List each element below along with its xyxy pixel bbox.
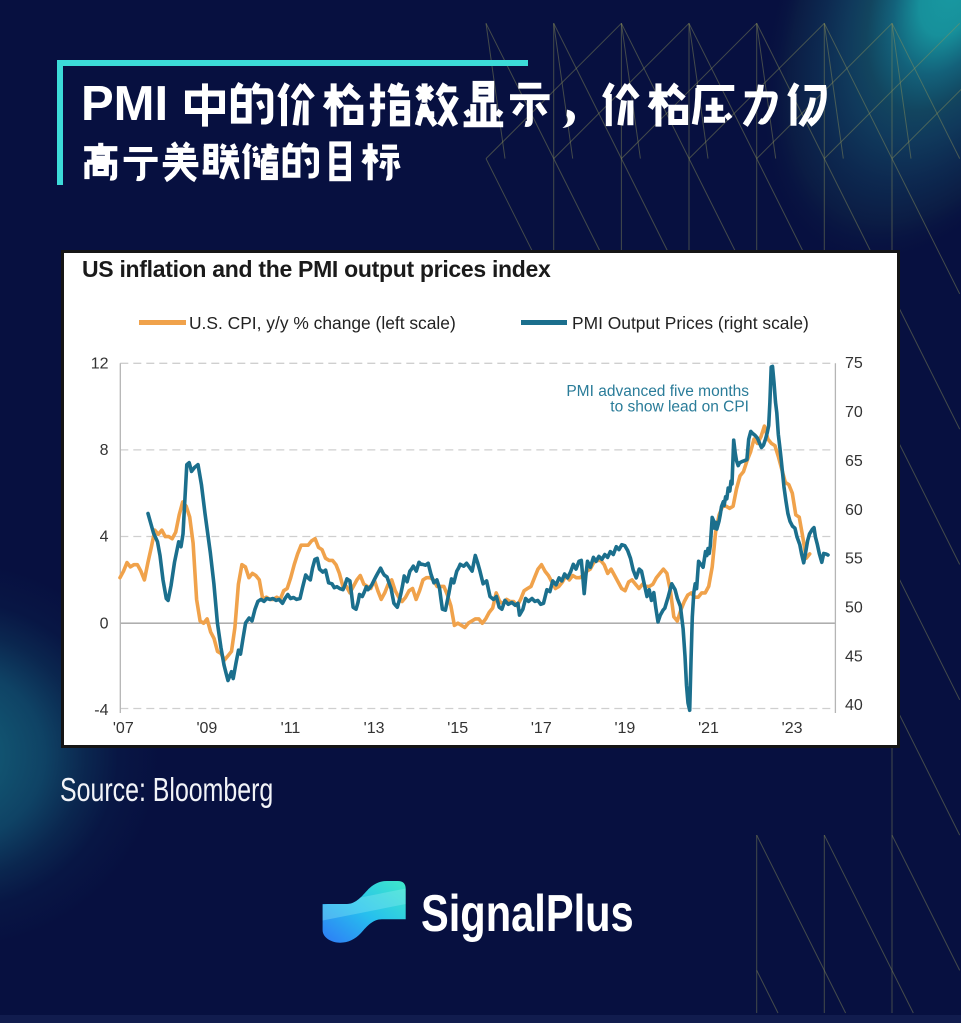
- svg-text:75: 75: [845, 355, 863, 372]
- svg-text:8: 8: [100, 442, 109, 459]
- svg-text:0: 0: [100, 615, 109, 632]
- svg-text:65: 65: [845, 453, 863, 470]
- svg-text:PMI: PMI: [81, 77, 168, 131]
- svg-text:US inflation and the PMI outpu: US inflation and the PMI output prices i…: [82, 256, 551, 282]
- svg-text:45: 45: [845, 648, 863, 665]
- svg-text:70: 70: [845, 404, 863, 421]
- svg-text:'07: '07: [113, 720, 134, 737]
- svg-text:'13: '13: [364, 720, 385, 737]
- svg-text:'17: '17: [531, 720, 552, 737]
- svg-text:-4: -4: [94, 702, 108, 719]
- svg-text:'15: '15: [447, 720, 468, 737]
- svg-text:PMI Output Prices (right scale: PMI Output Prices (right scale): [572, 313, 809, 333]
- svg-text:to show lead on CPI: to show lead on CPI: [610, 399, 749, 416]
- svg-text:'21: '21: [698, 720, 719, 737]
- svg-text:4: 4: [100, 529, 109, 546]
- svg-text:60: 60: [845, 502, 863, 519]
- svg-text:'19: '19: [614, 720, 635, 737]
- svg-text:55: 55: [845, 551, 863, 568]
- svg-text:40: 40: [845, 697, 863, 714]
- svg-text:'11: '11: [281, 720, 301, 737]
- svg-text:'09: '09: [196, 720, 217, 737]
- svg-text:'23: '23: [782, 720, 803, 737]
- svg-text:50: 50: [845, 600, 863, 617]
- svg-text:U.S. CPI, y/y % change (left s: U.S. CPI, y/y % change (left scale): [189, 313, 456, 333]
- svg-text:PMI advanced five months: PMI advanced five months: [566, 383, 749, 400]
- svg-text:12: 12: [91, 356, 109, 373]
